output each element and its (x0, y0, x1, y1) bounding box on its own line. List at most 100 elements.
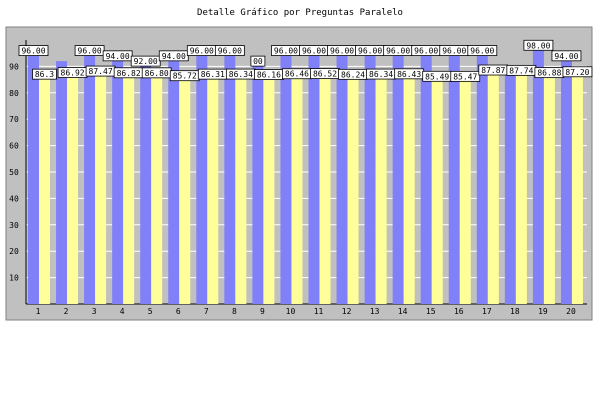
x-tick-label: 20 (566, 307, 576, 316)
data-label: 96.00 (302, 47, 326, 56)
bar-series-1 (252, 61, 264, 305)
bar-series-2 (431, 78, 443, 304)
data-label: 94.00 (162, 52, 186, 61)
bar-series-1 (196, 50, 208, 305)
data-label: 86.80 (145, 69, 169, 78)
data-label: 98.00 (526, 41, 550, 50)
bar-series-2 (459, 78, 471, 305)
data-label-box (450, 70, 481, 82)
data-label: 86.43 (397, 70, 421, 79)
data-label-box (523, 39, 554, 51)
x-tick-label: 16 (454, 307, 464, 316)
data-label: 96.00 (442, 47, 466, 56)
data-label: 94.00 (554, 52, 578, 61)
data-label: 92.00 (134, 57, 158, 66)
data-label-box (18, 45, 49, 56)
data-label: 86.34 (369, 70, 393, 79)
x-tick-label: 13 (370, 307, 380, 316)
bar-series-1 (308, 50, 320, 305)
data-label: 86.82 (117, 69, 141, 78)
x-tick-label: 14 (398, 307, 408, 316)
data-label: 96.00 (21, 47, 45, 56)
y-tick-label: 60 (9, 142, 19, 151)
y-tick-label: 50 (9, 168, 19, 177)
bar-series-1 (280, 50, 292, 305)
y-tick-label: 80 (9, 89, 19, 98)
chart-title: Detalle Gráfico por Preguntas Paralelo (197, 8, 403, 18)
bar-series-2 (319, 75, 331, 305)
bar-series-2 (515, 72, 527, 305)
data-label: 96.00 (78, 47, 102, 56)
y-tick-label: 90 (9, 62, 19, 71)
data-label: 86.31 (201, 70, 225, 79)
data-label: 96.00 (274, 47, 298, 56)
y-tick-label: 10 (9, 274, 19, 283)
data-label: 85.47 (453, 72, 477, 81)
bar-series-1 (504, 71, 516, 305)
data-label: 96.00 (190, 47, 214, 56)
bar-series-2 (39, 76, 50, 304)
bar-series-1 (532, 45, 544, 304)
bar-series-2 (235, 76, 247, 304)
data-label: 87.87 (481, 66, 505, 75)
bar-series-1 (112, 55, 124, 305)
x-tick-label: 19 (538, 307, 548, 316)
bar-series-1 (28, 50, 39, 305)
data-label: 86.92 (61, 69, 85, 78)
bar-series-2 (543, 74, 555, 304)
x-tick-label: 17 (482, 307, 492, 316)
bar-series-2 (375, 76, 387, 304)
x-tick-label: 6 (176, 307, 181, 316)
x-tick-label: 18 (510, 307, 520, 316)
data-label: 96.00 (470, 47, 494, 56)
x-tick-label: 8 (232, 307, 237, 316)
data-label: 96.00 (358, 47, 382, 56)
data-label-box (32, 68, 57, 80)
data-label-box (467, 45, 498, 56)
y-tick-label: 30 (9, 221, 19, 230)
data-label: 86.16 (257, 71, 281, 80)
data-label: 86.24 (341, 70, 365, 79)
bar-series-2 (95, 73, 107, 305)
bar-series-2 (123, 74, 135, 304)
data-label-box (562, 66, 593, 78)
x-tick-label: 9 (260, 307, 265, 316)
x-tick-label: 3 (92, 307, 97, 316)
data-label: 87.74 (509, 66, 533, 75)
data-label: 85.72 (173, 72, 197, 81)
x-tick-label: 1 (36, 307, 41, 316)
bar-series-1 (224, 50, 236, 305)
bar-series-1 (56, 61, 68, 305)
bar-series-2 (263, 76, 275, 304)
data-label-box (214, 45, 245, 56)
bar-series-1 (336, 50, 348, 305)
bar-series-2 (403, 75, 415, 304)
bar-series-1 (168, 55, 180, 305)
bar-series-2 (347, 76, 359, 304)
data-label: 94.00 (106, 52, 130, 61)
bar-series-2 (487, 72, 499, 305)
bar-series-2 (67, 74, 79, 305)
bar-series-1 (560, 55, 572, 305)
bar-series-1 (392, 50, 404, 305)
data-label: 96.00 (386, 47, 410, 56)
bar-series-2 (151, 74, 163, 305)
bar-series-1 (476, 50, 488, 305)
y-tick-label: 20 (9, 247, 19, 256)
x-tick-label: 11 (314, 307, 324, 316)
data-label: 00 (253, 57, 263, 66)
data-label: 86.52 (313, 70, 337, 79)
data-label: 86.46 (285, 70, 309, 79)
data-label: 87.47 (89, 67, 113, 76)
bar-series-1 (448, 50, 460, 305)
x-tick-label: 2 (64, 307, 69, 316)
data-label: 96.00 (414, 47, 438, 56)
x-tick-label: 5 (148, 307, 153, 316)
x-tick-label: 15 (426, 307, 436, 316)
data-label: 87.20 (565, 68, 589, 77)
x-tick-label: 7 (204, 307, 209, 316)
x-tick-label: 12 (342, 307, 352, 316)
bar-series-1 (84, 50, 96, 305)
bar-series-2 (291, 75, 303, 304)
